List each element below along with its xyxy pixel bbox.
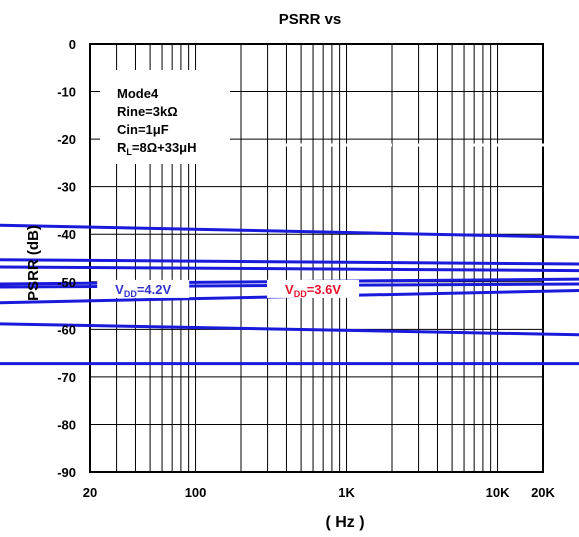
y-tick-label: -80 — [57, 417, 76, 432]
annotation-line: RL=8Ω+33μH — [117, 140, 197, 157]
x-axis-label: ( Hz ) — [325, 514, 364, 531]
series-labels: VDD=4.2V VDD=3.6V — [97, 279, 360, 299]
y-tick-label: -40 — [57, 227, 76, 242]
series-label-1: VDD=4.2V — [115, 282, 171, 299]
y-tick-label: -50 — [57, 275, 76, 290]
y-tick-label: -90 — [57, 465, 76, 480]
y-tick-label: -20 — [57, 132, 76, 147]
chart-title: PSRR vs — [279, 11, 342, 28]
y-tick-label: -60 — [57, 322, 76, 337]
annotation-box: Mode4 Rine=3kΩ Cin=1μF RL=8Ω+33μH — [100, 70, 579, 164]
series-label-2: VDD=3.6V — [285, 282, 341, 299]
annotation-background — [100, 70, 230, 164]
tick-labels: 0 -10 -20 -30 -40 -50 -60 -70 -80 -90 20 100 1K 10K 20… — [57, 37, 555, 500]
annotation-line: Cin=1μF — [117, 122, 169, 137]
x-tick-label: 100 — [185, 485, 207, 500]
y-tick-label: -70 — [57, 370, 76, 385]
y-tick-label: -30 — [57, 180, 76, 195]
series-label-background — [97, 279, 190, 298]
x-tick-label: 10K — [486, 485, 510, 500]
series-line-3 — [0, 265, 579, 273]
annotation-line: Mode4 — [117, 86, 159, 101]
plot-frame — [89, 43, 544, 473]
x-tick-label: 20K — [531, 485, 555, 500]
series-label-background — [267, 279, 360, 298]
series-line-2 — [0, 258, 579, 266]
y-tick-label: -10 — [57, 85, 76, 100]
x-tick-label: 20 — [83, 485, 97, 500]
y-tick-label: 0 — [69, 37, 76, 52]
y-axis-label: PSRR (dB) — [25, 225, 42, 301]
annotation-line: Rine=3kΩ — [117, 104, 178, 119]
x-tick-label: 1K — [338, 485, 355, 500]
series-line-7 — [0, 322, 579, 337]
series-line-1 — [0, 223, 579, 239]
